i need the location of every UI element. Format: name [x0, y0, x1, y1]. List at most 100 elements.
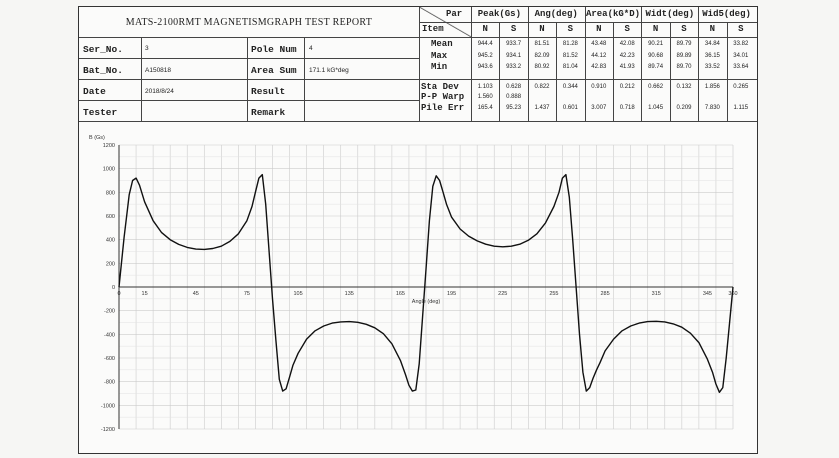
stat-row-label: Mean: [431, 39, 453, 49]
stat-cell: 44.12: [591, 53, 607, 59]
stat-cell: 42.83: [591, 64, 607, 70]
divider: [669, 22, 671, 121]
ser-no-label: Ser_No.: [83, 44, 123, 55]
divider: [79, 58, 419, 59]
divider: [247, 37, 248, 121]
stat-cell: 81.04: [562, 64, 578, 70]
stat-cell: 81.51: [534, 41, 550, 47]
y-tick-label: -400: [104, 332, 115, 338]
y-tick-label: 1000: [103, 167, 115, 173]
sub-header: N: [652, 24, 659, 34]
date-label: Date: [83, 86, 106, 97]
item-label: Item: [422, 24, 444, 34]
x-tick-label: 345: [703, 291, 712, 297]
stat-cell: 0.822: [534, 84, 550, 90]
stat-cell: 89.74: [648, 64, 664, 70]
stat-cell: 80.92: [534, 64, 550, 70]
divider: [584, 7, 586, 121]
area-sum-value: 171.1 kG*deg: [309, 67, 349, 74]
x-tick-label: 255: [549, 291, 558, 297]
stat-cell: 89.70: [676, 64, 692, 70]
stat-cell: 33.52: [704, 64, 720, 70]
stat-cell: 36.15: [704, 53, 720, 59]
stat-row-label: Min: [431, 62, 448, 72]
stat-cell: 1.856: [704, 84, 720, 90]
stat-cell: 1.103: [477, 84, 493, 90]
x-tick-label: 225: [498, 291, 507, 297]
sub-header: N: [482, 24, 488, 34]
divider: [556, 22, 558, 121]
x-tick-label: 45: [193, 291, 199, 297]
stat-cell: 0.265: [733, 84, 749, 90]
divider: [419, 79, 757, 80]
y-tick-label: 800: [106, 190, 115, 196]
stat-cell: 90.68: [648, 53, 664, 59]
y-tick-label: 200: [106, 261, 115, 267]
stat-row-label: Pile Err: [421, 103, 465, 113]
stat-cell: 3.007: [591, 105, 607, 111]
par-label: Par: [446, 9, 463, 19]
stat-cell: 7.830: [704, 105, 720, 111]
y-tick-label: -200: [104, 309, 115, 315]
report-title: MATS-2100RMT MAGNETISMGRAPH TEST REPORT: [79, 7, 420, 38]
stat-cell: 933.2: [506, 64, 522, 70]
date-value: 2018/8/24: [145, 88, 174, 95]
x-tick-label: 15: [142, 291, 148, 297]
divider: [471, 37, 757, 38]
stat-cell: 89.79: [676, 41, 692, 47]
divider: [141, 37, 142, 121]
y-axis-title: B (Gs): [89, 135, 105, 141]
x-tick-label: 105: [293, 291, 302, 297]
stat-cell: 0.888: [506, 94, 522, 100]
sub-header: N: [709, 24, 716, 34]
sub-header: N: [596, 24, 602, 34]
stat-cell: 1.045: [648, 105, 664, 111]
stat-cell: 33.64: [733, 64, 749, 70]
stat-cell: 0.910: [591, 84, 607, 90]
stat-cell: 943.6: [477, 64, 493, 70]
stat-cell: 34.01: [733, 53, 749, 59]
divider: [698, 7, 700, 121]
y-tick-label: 400: [106, 238, 115, 244]
stat-cell: 42.08: [619, 41, 635, 47]
x-tick-label: 0: [117, 291, 120, 297]
y-tick-label: -800: [104, 380, 115, 386]
remark-label: Remark: [251, 107, 286, 118]
stat-cell: 33.82: [733, 41, 749, 47]
y-tick-label: 600: [106, 214, 115, 220]
stat-cell: 1.560: [477, 94, 493, 100]
stat-cell: 1.437: [534, 105, 550, 111]
stat-cell: 0.718: [619, 105, 635, 111]
stat-cell: 41.93: [619, 64, 635, 70]
stat-cell: 0.662: [648, 84, 664, 90]
sub-header: S: [510, 24, 517, 34]
sub-header: N: [539, 24, 545, 34]
divider: [641, 7, 643, 121]
area-sum-label: Area Sum: [251, 65, 297, 76]
report-frame: MATS-2100RMT MAGNETISMGRAPH TEST REPORT …: [78, 6, 758, 454]
divider: [527, 7, 529, 121]
y-tick-label: 0: [112, 285, 115, 291]
stat-cell: 95.23: [506, 105, 522, 111]
sub-header: S: [624, 24, 630, 34]
divider: [471, 7, 472, 121]
flux-curve: [118, 173, 734, 393]
group-header: Widt(deg): [645, 9, 695, 19]
pole-num-value: 4: [309, 45, 313, 52]
x-tick-label: 195: [447, 291, 456, 297]
stat-cell: 0.132: [676, 84, 692, 90]
stat-cell: 89.89: [676, 53, 692, 59]
pole-num-label: Pole Num: [251, 44, 297, 55]
stat-cell: 82.09: [534, 53, 550, 59]
divider: [79, 121, 757, 122]
y-tick-label: -1000: [101, 403, 115, 409]
stat-cell: 90.21: [648, 41, 664, 47]
stat-cell: 43.48: [591, 41, 607, 47]
stat-cell: 0.628: [506, 84, 522, 90]
divider: [613, 22, 614, 121]
y-tick-label: 1200: [103, 143, 115, 149]
stat-cell: 0.212: [619, 84, 635, 90]
stat-cell: 81.28: [562, 41, 578, 47]
bat-no-label: Bat_No.: [83, 65, 123, 76]
